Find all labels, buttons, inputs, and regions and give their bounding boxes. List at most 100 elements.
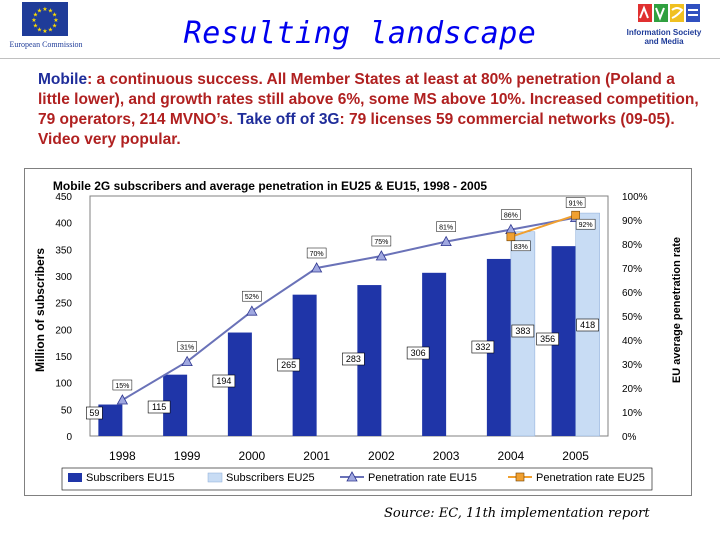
intro-mobile-keyword: Mobile — [38, 71, 88, 88]
line-label-eu15: 91% — [569, 201, 583, 208]
y-tick-label: 200 — [55, 325, 72, 336]
info-society-icon — [638, 4, 700, 22]
line-label-eu15: 15% — [115, 383, 129, 390]
marker-penetration-eu15 — [246, 305, 258, 316]
bar-label-eu15-box — [471, 340, 495, 354]
eu-star-icon: ★ — [42, 6, 47, 13]
bar-label-eu15: 59 — [89, 408, 99, 418]
line-label-eu25: 92% — [579, 222, 593, 229]
bar-label-eu15-box — [342, 352, 365, 366]
y-axis-label: Million of subscribers — [33, 248, 47, 372]
line-label-eu25-box — [575, 218, 596, 230]
y2-tick-label: 70% — [622, 264, 642, 275]
eu-star-icon: ★ — [33, 23, 38, 30]
european-commission-caption: European Commission — [9, 40, 83, 49]
y-tick-label: 450 — [55, 192, 72, 203]
line-label-eu15-box — [177, 341, 197, 352]
bar-label-eu15: 283 — [346, 354, 361, 364]
line-label-eu15: 75% — [374, 239, 388, 246]
intro-text: Mobile: a continuous success. All Member… — [38, 70, 708, 150]
eu-star-icon: ★ — [37, 7, 42, 14]
marker-penetration-eu15 — [375, 250, 388, 261]
y2-tick-label: 50% — [622, 312, 642, 323]
eu-star-icon: ★ — [48, 27, 53, 34]
x-tick-label: 2005 — [562, 449, 589, 463]
bar-label-eu15-box — [147, 400, 171, 414]
legend-label-eu15: Subscribers EU15 — [86, 472, 175, 484]
y2-tick-label: 30% — [622, 360, 642, 371]
line-label-eu15-box — [242, 290, 262, 302]
bar-label-eu15: 115 — [152, 402, 166, 412]
y2-tick-label: 0% — [622, 432, 637, 443]
y-tick-label: 150 — [55, 352, 72, 363]
x-tick-label: 2000 — [239, 449, 266, 463]
plot-area — [89, 195, 609, 437]
y2-tick-label: 80% — [622, 240, 642, 251]
eu-star-icon: ★ — [52, 23, 57, 30]
y-tick-label: 50 — [61, 405, 73, 416]
y2-tick-label: 10% — [622, 408, 642, 419]
intro-3g-keyword: Take off of 3G — [237, 111, 340, 128]
legend-label-eu25: Subscribers EU25 — [226, 472, 315, 484]
line-label-eu15-box — [565, 197, 586, 208]
eu-star-icon: ★ — [37, 27, 42, 34]
info-society-caption-line2: and Media — [644, 37, 684, 46]
european-commission-logo: ★ ★ ★ ★ ★ ★ ★ ★ ★ ★ ★ ★ European Commission — [6, 2, 83, 60]
legend-label-penetration-eu15: Penetration rate EU15 — [368, 472, 477, 484]
line-label-eu15: 31% — [180, 345, 194, 352]
line-penetration-eu15 — [121, 216, 576, 401]
bar-label-eu15-box — [212, 374, 236, 388]
penetration-chart: Mobile 2G subscribers and average penetr… — [33, 179, 683, 491]
line-label-eu15-box — [112, 379, 133, 391]
x-tick-label: 2003 — [433, 449, 460, 463]
bar-label-eu25: 383 — [515, 326, 530, 336]
line-label-eu15: 70% — [310, 251, 324, 258]
line-penetration-eu25 — [510, 214, 576, 238]
y2-axis-label: EU average penetration rate — [671, 237, 683, 383]
x-tick-label: 2002 — [368, 449, 395, 463]
bar-label-eu15: 265 — [281, 360, 296, 370]
y-tick-label: 350 — [55, 245, 72, 256]
bar-label-eu15-box — [406, 346, 430, 360]
source-note: Source: EC, 11th implementation report — [384, 506, 650, 521]
y2-tick-label: 20% — [622, 384, 642, 395]
header-divider — [0, 58, 720, 59]
line-label-eu15: 86% — [504, 213, 518, 220]
information-society-logo: Information Society and Media — [612, 2, 716, 50]
bar-label-eu15-box — [86, 406, 103, 420]
eu-star-icon: ★ — [31, 17, 36, 24]
bar-label-eu15-box — [536, 332, 559, 346]
x-tick-label: 1999 — [174, 449, 201, 463]
page-title: Resulting landscape — [183, 16, 537, 51]
y2-tick-label: 90% — [622, 216, 642, 227]
line-label-eu15-box — [306, 247, 327, 259]
line-label-eu25: 83% — [514, 244, 528, 251]
y-tick-label: 400 — [55, 219, 72, 230]
legend-marker-penetration-eu15 — [346, 471, 358, 482]
line-label-eu15-box — [436, 221, 456, 232]
line-label-eu15-box — [371, 235, 392, 247]
line-label-eu15: 52% — [245, 294, 259, 301]
eu-star-icon: ★ — [53, 17, 58, 24]
intro-body-2: : 79 licenses 59 commercial networks (09… — [38, 111, 675, 148]
y-tick-label: 300 — [55, 272, 72, 283]
bar-label-eu15: 332 — [475, 342, 490, 352]
bar-label-eu15: 306 — [411, 348, 426, 358]
marker-penetration-eu25 — [506, 232, 516, 242]
y2-tick-label: 60% — [622, 288, 642, 299]
eu-star-icon: ★ — [33, 12, 38, 19]
y-tick-label: 250 — [55, 299, 72, 310]
marker-penetration-eu15 — [116, 394, 129, 405]
y-tick-label: 100 — [55, 379, 72, 390]
x-tick-label: 2004 — [498, 449, 525, 463]
legend-label-penetration-eu25: Penetration rate EU25 — [536, 472, 645, 484]
y2-tick-label: 100% — [622, 192, 648, 203]
bar-label-eu15: 356 — [540, 334, 555, 344]
bar-label-eu15: 194 — [216, 376, 231, 386]
eu-star-icon: ★ — [52, 12, 57, 19]
line-label-eu25-box — [511, 240, 531, 252]
marker-penetration-eu15 — [310, 262, 323, 273]
legend-marker-penetration-eu25 — [515, 472, 525, 482]
legend-swatch-eu15 — [68, 473, 82, 482]
x-tick-label: 1998 — [109, 449, 136, 463]
